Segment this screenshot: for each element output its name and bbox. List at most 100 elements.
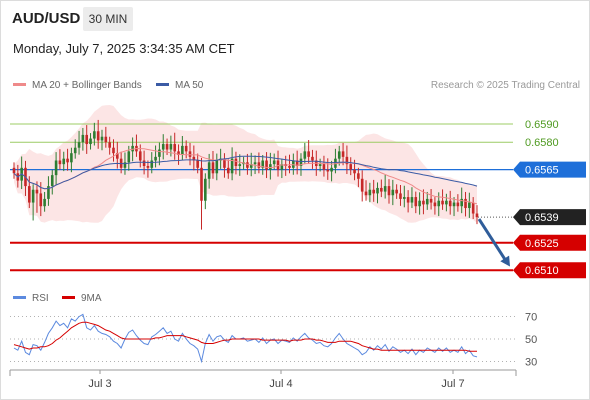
candle	[150, 160, 154, 168]
candle	[357, 173, 360, 179]
ma50-swatch	[156, 82, 169, 86]
candle	[353, 169, 356, 174]
level-label-0.6565: 0.6565	[525, 165, 559, 177]
candle	[422, 200, 425, 205]
candle	[452, 202, 456, 207]
datetime-label: Monday, July 7, 2025 3:34:35 AM CET	[13, 41, 235, 56]
candle	[165, 144, 169, 150]
candle	[173, 144, 177, 152]
candle	[116, 153, 119, 159]
candle	[257, 162, 261, 168]
candle	[215, 160, 219, 174]
candle	[184, 145, 188, 152]
candle	[43, 198, 46, 207]
candle	[204, 178, 207, 201]
candle	[100, 136, 104, 141]
candle	[341, 151, 345, 157]
candle	[402, 197, 406, 199]
candle	[112, 147, 115, 154]
candle	[410, 197, 414, 203]
x-axis-label: Jul 3	[88, 378, 111, 390]
candle	[70, 153, 73, 163]
legend-rsi: RSI	[13, 293, 49, 304]
price-tag-0.6539	[513, 209, 586, 226]
candle	[376, 187, 379, 194]
candle	[62, 158, 66, 165]
candle	[445, 200, 448, 205]
candle	[249, 164, 253, 168]
price-tag-0.6565	[513, 161, 586, 178]
candle	[77, 142, 81, 148]
candle	[54, 160, 58, 176]
candle	[39, 193, 43, 207]
candle	[326, 169, 330, 172]
credit-text: Research © 2025 Trading Central	[430, 80, 580, 91]
candle	[261, 160, 265, 168]
price-tag-0.6525	[513, 234, 586, 251]
level-label-0.6590: 0.6590	[525, 119, 559, 131]
candle	[280, 164, 284, 170]
candle	[433, 202, 437, 207]
candle	[418, 200, 421, 207]
candle	[81, 134, 85, 143]
candle	[368, 189, 372, 196]
rsi-tick-label: 70	[525, 312, 537, 324]
candle	[146, 165, 150, 168]
candle	[471, 202, 475, 214]
candle	[89, 138, 92, 145]
candle	[295, 160, 299, 166]
candle	[58, 160, 62, 165]
x-axis-label: Jul 4	[269, 378, 292, 390]
candle	[50, 175, 54, 187]
candle	[196, 160, 199, 168]
candle	[318, 164, 322, 166]
rsi-ma9-line	[13, 321, 477, 352]
candle	[158, 149, 161, 157]
candle	[177, 151, 180, 156]
price-tag-0.6510	[513, 262, 586, 279]
candle	[246, 162, 249, 168]
candle	[414, 197, 418, 207]
candle	[276, 160, 280, 170]
candle	[360, 178, 364, 192]
ma20-label: MA 20 + Bollinger Bands	[32, 80, 142, 91]
candle	[188, 151, 192, 157]
level-label-0.6510: 0.6510	[525, 265, 559, 277]
candle	[441, 200, 444, 205]
candle	[131, 145, 134, 152]
candle	[127, 151, 131, 163]
candle	[288, 165, 291, 168]
candle	[364, 191, 368, 196]
candle	[66, 158, 69, 163]
rsi-swatch	[13, 295, 26, 299]
candle	[12, 167, 16, 174]
candle	[96, 131, 100, 141]
candle	[464, 198, 467, 209]
candle	[93, 131, 96, 139]
forecast-arrow-head	[500, 255, 510, 267]
candle	[85, 134, 89, 145]
candle	[181, 145, 184, 156]
rsi-line	[13, 313, 478, 364]
candle	[330, 167, 333, 172]
candle	[349, 164, 353, 170]
candle	[108, 142, 111, 148]
candle	[307, 151, 310, 157]
rsi-label: RSI	[32, 293, 49, 304]
level-label-0.6539: 0.6539	[525, 212, 559, 224]
rsi-tick-label: 50	[525, 334, 537, 346]
ma9-label: 9MA	[81, 293, 102, 304]
candle	[322, 164, 326, 170]
legend-ma20: MA 20 + Bollinger Bands	[13, 80, 142, 91]
candle	[345, 156, 349, 165]
candle	[169, 144, 173, 150]
timeframe-button[interactable]: 30 MIN	[83, 7, 133, 31]
candle	[73, 147, 77, 154]
candle	[234, 158, 238, 166]
candle	[211, 162, 215, 174]
candle	[269, 164, 272, 170]
candle	[223, 158, 226, 168]
candle	[456, 202, 460, 207]
candle	[138, 151, 142, 161]
ma50-label: MA 50	[175, 80, 204, 91]
